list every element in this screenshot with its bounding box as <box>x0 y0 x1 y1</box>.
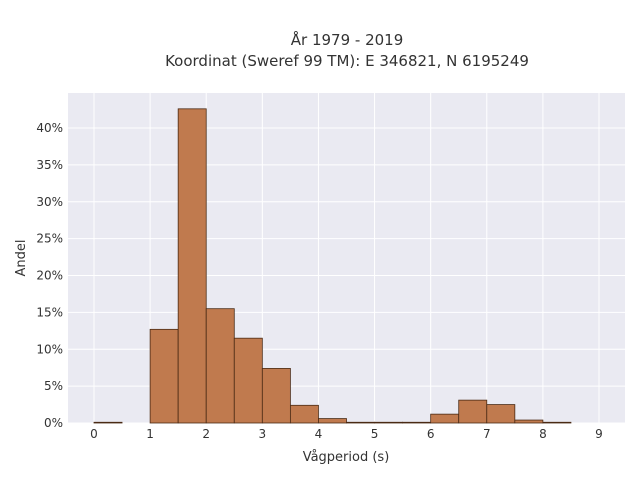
histogram-bar <box>261 368 291 424</box>
x-tick-label: 9 <box>595 427 603 441</box>
y-tick-label: 40% <box>36 121 63 135</box>
x-tick-label: 4 <box>315 427 323 441</box>
histogram-bar <box>318 418 347 424</box>
chart-title: År 1979 - 2019 <box>291 30 404 49</box>
histogram-bar <box>402 421 432 424</box>
histogram-bar <box>289 404 319 424</box>
x-axis-label: Vågperiod (s) <box>303 450 390 465</box>
chart-subtitle: Koordinat (Sweref 99 TM): E 346821, N 61… <box>165 52 529 70</box>
histogram-bar <box>430 413 460 424</box>
x-tick-label: 2 <box>202 427 210 441</box>
histogram-bar <box>177 108 207 424</box>
y-tick-label: 0% <box>44 416 63 430</box>
histogram-bar <box>346 421 375 424</box>
y-tick-label: 30% <box>36 195 63 209</box>
y-tick-label: 5% <box>44 379 63 393</box>
y-tick-label: 15% <box>36 305 63 319</box>
y-tick-label: 20% <box>36 269 63 283</box>
y-axis-ticks: 0% 5% 10% 15% 20% 25% 30% 35% 40% <box>36 121 63 430</box>
y-tick-label: 25% <box>36 232 63 246</box>
x-tick-label: 0 <box>90 427 98 441</box>
histogram-bar <box>458 399 488 424</box>
x-tick-label: 7 <box>483 427 491 441</box>
histogram-bar <box>149 328 179 424</box>
histogram-bar <box>93 421 123 424</box>
x-tick-label: 8 <box>539 427 547 441</box>
histogram-bar <box>486 404 516 424</box>
histogram-bar <box>233 337 263 424</box>
y-tick-label: 35% <box>36 158 63 172</box>
x-tick-label: 6 <box>427 427 435 441</box>
histogram-bar <box>205 308 235 424</box>
x-tick-label: 5 <box>371 427 379 441</box>
y-tick-label: 10% <box>36 342 63 356</box>
x-tick-label: 3 <box>259 427 267 441</box>
histogram-bar <box>542 421 572 424</box>
x-axis-ticks: 0 1 2 3 4 5 6 7 8 9 <box>90 427 603 441</box>
histogram-bar <box>374 421 404 424</box>
bars <box>93 108 572 424</box>
x-tick-label: 1 <box>146 427 154 441</box>
y-axis-label: Andel <box>14 240 29 277</box>
histogram-bar <box>514 419 544 424</box>
